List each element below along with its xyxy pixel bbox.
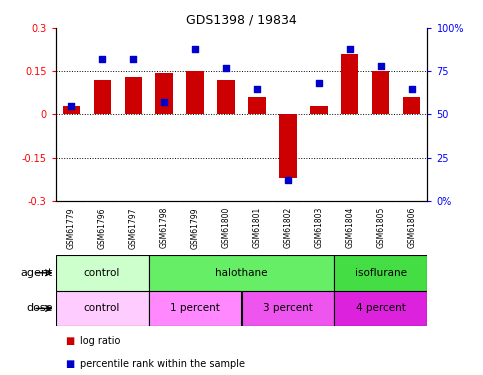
Bar bbox=[280, 114, 297, 178]
Bar bbox=[56, 255, 149, 291]
Text: GSM61801: GSM61801 bbox=[253, 207, 261, 249]
Point bbox=[408, 86, 416, 92]
Text: log ratio: log ratio bbox=[80, 336, 120, 346]
Bar bbox=[334, 255, 427, 291]
Text: agent: agent bbox=[21, 268, 53, 278]
Bar bbox=[372, 71, 389, 114]
Text: GSM61799: GSM61799 bbox=[190, 207, 199, 249]
Bar bbox=[156, 73, 172, 114]
Text: ■: ■ bbox=[65, 336, 74, 346]
Text: GSM61800: GSM61800 bbox=[222, 207, 230, 249]
Bar bbox=[242, 291, 334, 326]
Text: GSM61802: GSM61802 bbox=[284, 207, 293, 249]
Point bbox=[346, 46, 354, 52]
Text: halothane: halothane bbox=[215, 268, 268, 278]
Text: GSM61796: GSM61796 bbox=[98, 207, 107, 249]
Point bbox=[98, 56, 106, 62]
Bar bbox=[341, 54, 358, 114]
Bar bbox=[334, 291, 427, 326]
Bar bbox=[62, 106, 80, 114]
Point bbox=[222, 65, 230, 71]
Point bbox=[129, 56, 137, 62]
Bar bbox=[186, 71, 203, 114]
Text: GSM61798: GSM61798 bbox=[159, 207, 169, 249]
Text: percentile rank within the sample: percentile rank within the sample bbox=[80, 359, 245, 369]
Point bbox=[315, 80, 323, 86]
Text: dose: dose bbox=[27, 303, 53, 313]
Point bbox=[284, 177, 292, 183]
Text: 3 percent: 3 percent bbox=[263, 303, 313, 313]
Text: control: control bbox=[84, 303, 120, 313]
Bar bbox=[125, 77, 142, 114]
Text: 1 percent: 1 percent bbox=[170, 303, 220, 313]
Text: GSM61797: GSM61797 bbox=[128, 207, 138, 249]
Point bbox=[253, 86, 261, 92]
Text: GSM61805: GSM61805 bbox=[376, 207, 385, 249]
Text: GSM61803: GSM61803 bbox=[314, 207, 324, 249]
Text: ■: ■ bbox=[65, 359, 74, 369]
Text: GSM61806: GSM61806 bbox=[408, 207, 416, 249]
Text: GSM61804: GSM61804 bbox=[345, 207, 355, 249]
Bar bbox=[56, 291, 149, 326]
Text: control: control bbox=[84, 268, 120, 278]
Bar bbox=[311, 106, 327, 114]
Point bbox=[191, 46, 199, 52]
Text: GSM61779: GSM61779 bbox=[67, 207, 75, 249]
Bar bbox=[403, 97, 421, 114]
Bar bbox=[248, 97, 266, 114]
Point bbox=[377, 63, 385, 69]
Text: 4 percent: 4 percent bbox=[356, 303, 406, 313]
Title: GDS1398 / 19834: GDS1398 / 19834 bbox=[186, 14, 297, 27]
Bar bbox=[149, 255, 334, 291]
Bar bbox=[217, 80, 235, 114]
Point bbox=[160, 99, 168, 105]
Text: isoflurane: isoflurane bbox=[355, 268, 407, 278]
Bar bbox=[94, 80, 111, 114]
Point bbox=[67, 103, 75, 109]
Bar bbox=[149, 291, 242, 326]
